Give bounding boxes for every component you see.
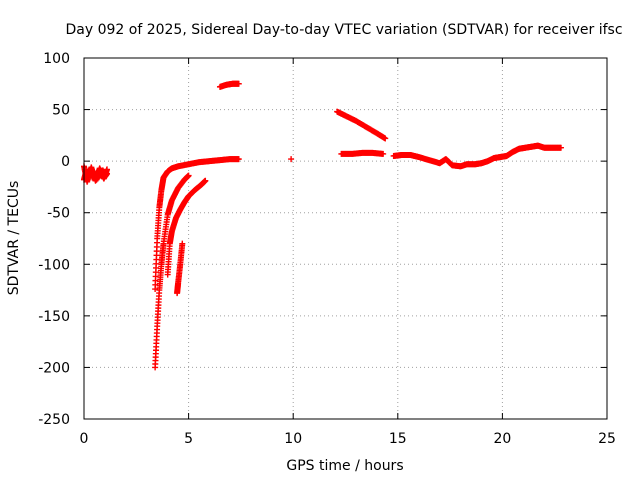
series-arc-early-cluster-b <box>81 163 111 185</box>
series-arc-steep-b <box>152 172 192 371</box>
data-point <box>235 156 242 163</box>
data-point <box>185 172 192 179</box>
data-point <box>380 150 387 157</box>
data-point <box>382 135 389 142</box>
data-point <box>235 80 242 87</box>
series-arc-high <box>216 80 242 90</box>
series-arc-point-10h <box>288 156 295 163</box>
plot-frame <box>83 57 608 420</box>
y-tick-label: -50 <box>47 206 70 222</box>
series-arc-mid-b <box>174 240 186 297</box>
data-point <box>104 166 111 173</box>
x-tick-label: 15 <box>389 431 407 447</box>
series-arc-steep-a <box>152 156 242 293</box>
series-arc-long <box>390 142 564 170</box>
x-axis-label: GPS time / hours <box>286 458 403 474</box>
series-arc-flat <box>338 149 387 157</box>
y-tick-label: -150 <box>38 309 70 325</box>
x-tick-label: 0 <box>80 431 89 447</box>
x-tick-label: 5 <box>184 431 193 447</box>
tick-labels: 0 5 10 15 20 25 -250 -200 -150 -100 -50 0 50 100 <box>38 51 616 447</box>
y-tick-label: 50 <box>52 103 70 119</box>
y-tick-label: 0 <box>61 154 70 170</box>
data-point <box>179 240 186 247</box>
grid <box>84 58 607 419</box>
y-tick-label: -100 <box>38 257 70 273</box>
y-tick-label: -200 <box>38 360 70 376</box>
data-points <box>81 80 564 371</box>
series-arc-desc <box>334 108 389 142</box>
y-axis-label: SDTVAR / TECUs <box>6 181 22 296</box>
y-tick-label: 100 <box>43 51 70 67</box>
series-arc-steep-c <box>164 177 209 278</box>
x-tick-label: 10 <box>284 431 302 447</box>
y-tick-label: -250 <box>38 412 70 428</box>
x-tick-label: 25 <box>598 431 616 447</box>
chart-title: Day 092 of 2025, Sidereal Day-to-day VTE… <box>65 22 622 38</box>
x-tick-label: 20 <box>493 431 511 447</box>
data-point <box>557 144 564 151</box>
data-point <box>202 177 209 184</box>
data-point <box>288 156 295 163</box>
